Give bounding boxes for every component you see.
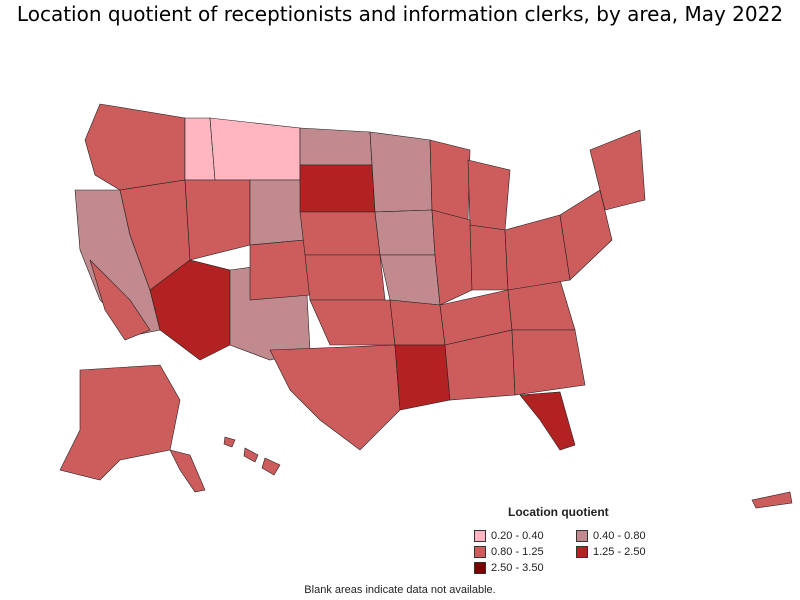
legend-item-1: 0.40 - 0.80 bbox=[576, 530, 646, 542]
region-montana bbox=[209, 117, 301, 181]
legend-swatch bbox=[576, 530, 588, 542]
legend-item-0: 0.20 - 0.40 bbox=[474, 530, 544, 542]
region-michigan bbox=[467, 159, 511, 231]
region-iowa bbox=[374, 209, 436, 256]
region-oklahoma bbox=[309, 299, 396, 346]
region-texas bbox=[269, 344, 401, 451]
region-colorado bbox=[249, 239, 311, 301]
region-california-coast bbox=[89, 259, 151, 341]
region-nebraska bbox=[299, 211, 381, 256]
legend-swatch bbox=[474, 562, 486, 574]
legend-swatch bbox=[474, 546, 486, 558]
region-alaska bbox=[59, 364, 181, 481]
map-title: Location quotient of receptionists and i… bbox=[16, 2, 784, 26]
region-south-dakota bbox=[299, 164, 376, 213]
legend-item-3: 1.25 - 2.50 bbox=[576, 546, 646, 558]
legend-item-4: 2.50 - 3.50 bbox=[474, 562, 544, 574]
legend-title: Location quotient bbox=[508, 505, 609, 519]
region-georgia-carolina bbox=[511, 329, 586, 396]
legend-label: 0.20 - 0.40 bbox=[491, 530, 544, 542]
region-idaho-utah bbox=[184, 179, 251, 261]
map-regions bbox=[59, 103, 793, 509]
legend-label: 1.25 - 2.50 bbox=[593, 546, 646, 558]
footnote: Blank areas indicate data not available. bbox=[304, 584, 496, 596]
region-alaska-panhandle bbox=[169, 449, 206, 493]
region-north-dakota bbox=[299, 127, 373, 166]
legend-swatch bbox=[576, 546, 588, 558]
region-missouri bbox=[379, 254, 441, 306]
region-indiana-ohio bbox=[469, 224, 509, 291]
region-wyoming bbox=[249, 179, 306, 246]
legend-label: 0.80 - 1.25 bbox=[491, 546, 544, 558]
legend-item-2: 0.80 - 1.25 bbox=[474, 546, 544, 558]
region-new-england bbox=[589, 129, 646, 211]
region-puerto-rico bbox=[751, 491, 793, 509]
legend-label: 0.40 - 0.80 bbox=[593, 530, 646, 542]
region-new-york bbox=[559, 189, 613, 281]
region-washington-oregon bbox=[84, 103, 186, 191]
region-arkansas bbox=[389, 299, 446, 346]
region-pennsylvania bbox=[504, 214, 571, 291]
region-hawaii-1 bbox=[223, 436, 236, 448]
legend-swatch bbox=[474, 530, 486, 542]
legend-label: 2.50 - 3.50 bbox=[491, 562, 544, 574]
region-illinois bbox=[431, 209, 473, 306]
region-hawaii-3 bbox=[261, 457, 281, 476]
region-florida bbox=[519, 391, 576, 451]
region-minnesota bbox=[369, 131, 433, 213]
region-louisiana bbox=[394, 344, 451, 411]
region-wisconsin bbox=[429, 139, 471, 221]
region-kansas bbox=[304, 254, 386, 301]
region-hawaii-2 bbox=[243, 447, 259, 463]
